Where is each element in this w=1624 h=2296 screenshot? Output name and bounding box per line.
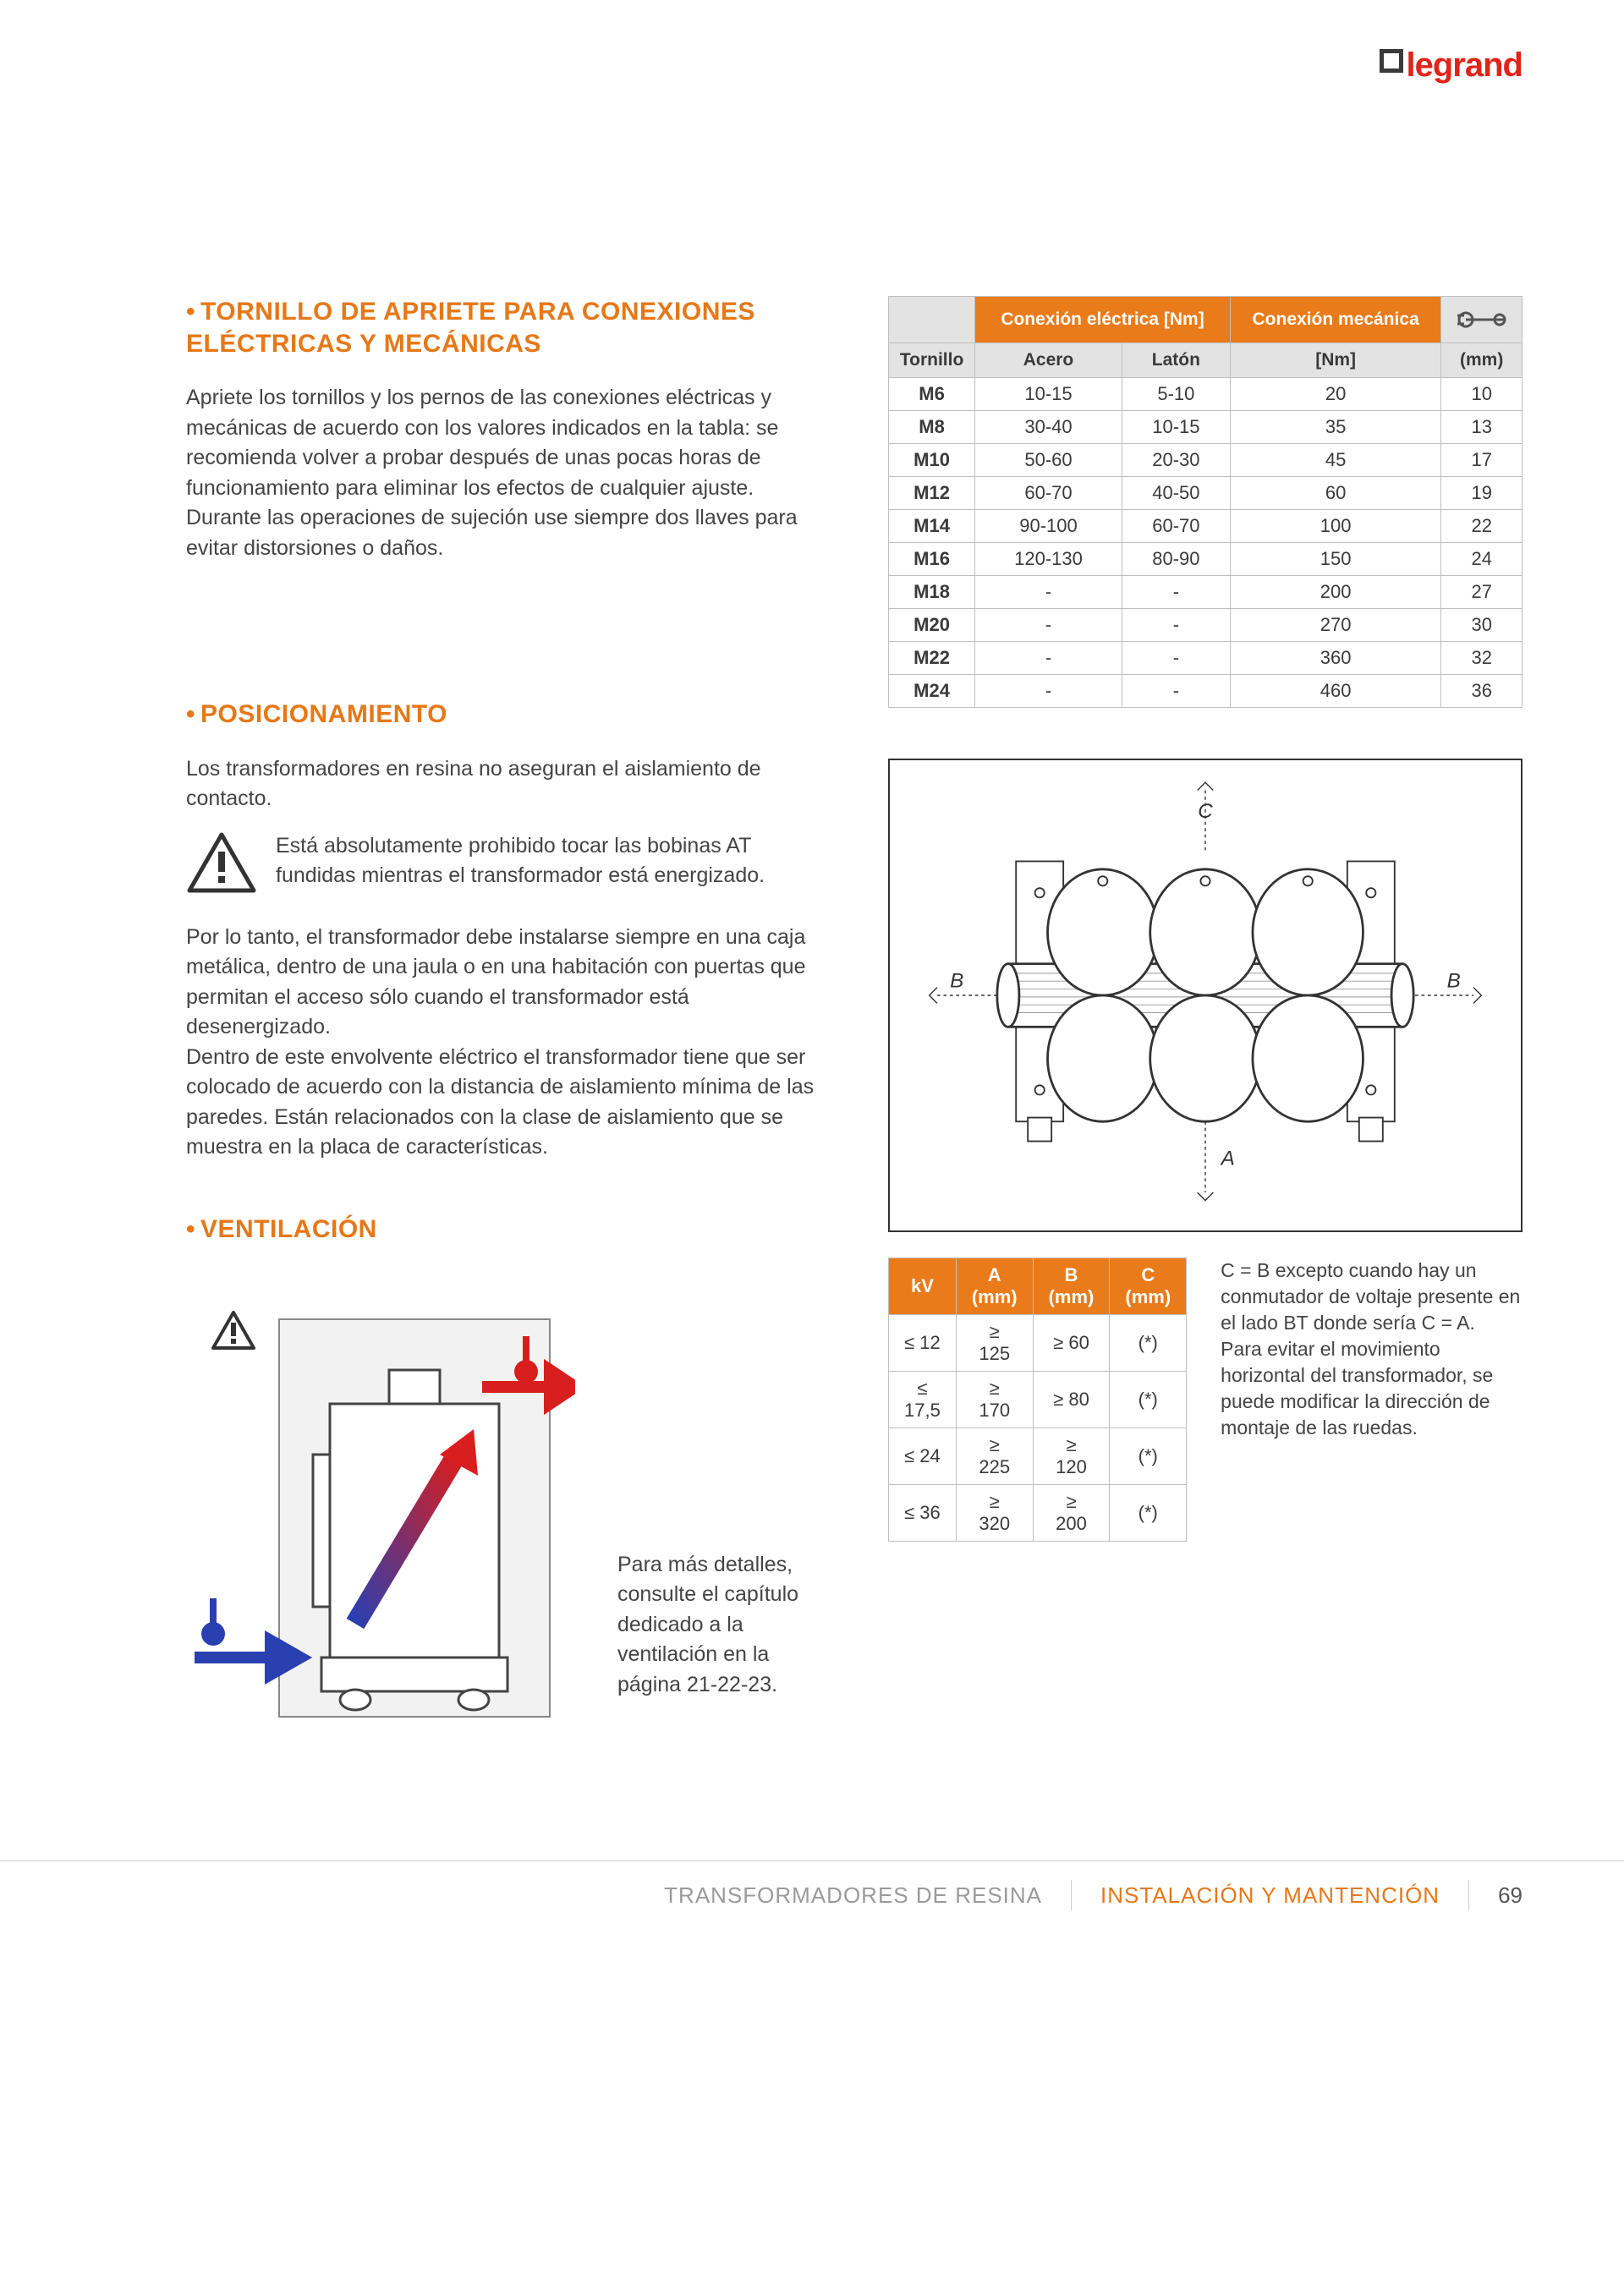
table-row: M830-4010-153513 — [889, 411, 1522, 444]
logo-square-icon — [1380, 49, 1403, 73]
footer-page: 69 — [1498, 1882, 1522, 1909]
torque-hdr-elec: Conexión eléctrica [Nm] — [975, 297, 1231, 343]
warning-icon — [186, 831, 257, 894]
footer-left: TRANSFORMADORES DE RESINA — [664, 1882, 1042, 1909]
section1-title: •TORNILLO DE APRIETE PARA CONEXIONES ELÉ… — [186, 296, 829, 359]
svg-text:C: C — [1198, 800, 1213, 823]
table-row: M1260-7040-506019 — [889, 477, 1522, 510]
section2-warning: Está absolutamente prohibido tocar las b… — [276, 831, 829, 891]
page-footer: TRANSFORMADORES DE RESINA INSTALACIÓN Y … — [0, 1860, 1624, 1944]
table-row: ≤ 24≥ 225≥ 120(*) — [889, 1428, 1187, 1485]
torque-table: Conexión eléctrica [Nm] Conexión mecánic… — [888, 296, 1522, 708]
table-row: M20--27030 — [889, 609, 1522, 642]
torque-subheader: Tornillo Acero Latón [Nm] (mm) — [889, 343, 1522, 378]
section3-title: •VENTILACIÓN — [186, 1214, 829, 1246]
table-row: M610-155-102010 — [889, 378, 1522, 411]
section2-p2: Por lo tanto, el transformador debe inst… — [186, 923, 829, 1163]
section2-title: •POSICIONAMIENTO — [186, 699, 829, 731]
brand-text: legrand — [1407, 47, 1522, 84]
table-row: ≤ 17,5≥ 170≥ 80(*) — [889, 1372, 1187, 1428]
clearance-note: C = B excepto cuando hay un conmutador d… — [1221, 1258, 1522, 1441]
ventilation-diagram — [186, 1285, 575, 1759]
footer-mid: INSTALACIÓN Y MANTENCIÓN — [1100, 1882, 1440, 1909]
svg-text:B: B — [1447, 970, 1461, 993]
table-row: M18--20027 — [889, 576, 1522, 609]
brand-logo: legrand — [1380, 47, 1522, 85]
table-row: M1490-10060-7010022 — [889, 510, 1522, 543]
table-row: ≤ 36≥ 320≥ 200(*) — [889, 1485, 1187, 1542]
ventilation-caption: Para más detalles, consulte el capítulo … — [617, 1550, 829, 1760]
svg-text:B: B — [950, 970, 963, 993]
clearance-diagram: C B B A — [888, 759, 1522, 1232]
table-row: M22--36032 — [889, 642, 1522, 675]
clearance-table: kV A (mm) B (mm) C (mm) ≤ 12≥ 125≥ 60(*)… — [888, 1258, 1187, 1542]
table-row: M24--46036 — [889, 675, 1522, 708]
table-row: M1050-6020-304517 — [889, 444, 1522, 477]
table-row: ≤ 12≥ 125≥ 60(*) — [889, 1315, 1187, 1372]
torque-hdr-mech: Conexión mecánica — [1230, 297, 1441, 343]
section1-para: Apriete los tornillos y los pernos de la… — [186, 383, 829, 563]
wrench-icon — [1441, 297, 1522, 343]
table-row: M16120-13080-9015024 — [889, 543, 1522, 576]
svg-text:A: A — [1220, 1147, 1235, 1170]
section2-p1: Los transformadores en resina no asegura… — [186, 754, 829, 814]
